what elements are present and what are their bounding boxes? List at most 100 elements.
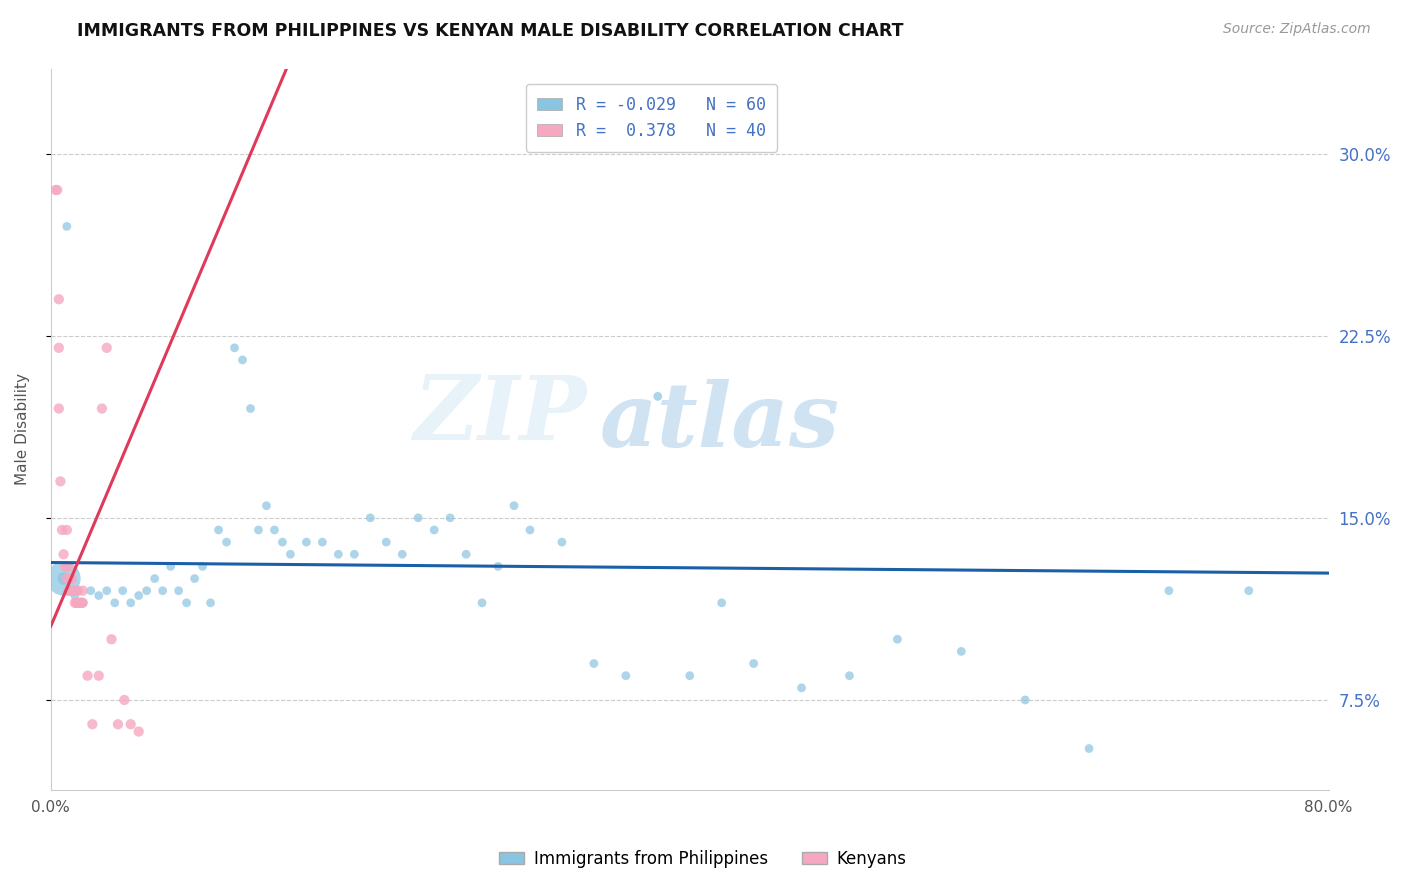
Point: [87, 589, 110, 603]
Point: [135, 583, 157, 598]
Point: [280, 547, 302, 561]
Point: [100, 632, 122, 647]
Point: [406, 511, 429, 525]
Point: [519, 523, 541, 537]
Point: [128, 724, 150, 739]
Point: [60, 583, 83, 598]
Point: [52, 572, 75, 586]
Text: Source: ZipAtlas.com: Source: ZipAtlas.com: [1223, 22, 1371, 37]
Point: [104, 596, 127, 610]
Point: [51, 523, 73, 537]
Point: [200, 596, 222, 610]
Point: [66, 596, 89, 610]
Point: [63, 596, 86, 610]
Point: [582, 657, 605, 671]
Point: [56, 572, 79, 586]
Point: [239, 401, 262, 416]
Point: [311, 535, 333, 549]
Point: [96, 583, 118, 598]
Point: [70, 596, 93, 610]
Point: [72, 596, 94, 610]
Point: [63, 583, 86, 598]
Point: [70, 596, 93, 610]
Point: [59, 572, 82, 586]
Text: ZIP: ZIP: [415, 371, 588, 458]
Point: [1014, 693, 1036, 707]
Point: [80, 583, 103, 598]
Point: [191, 559, 214, 574]
Point: [159, 559, 181, 574]
Point: [231, 353, 253, 368]
Point: [1157, 583, 1180, 598]
Point: [48, 292, 70, 306]
Point: [72, 596, 94, 610]
Point: [247, 523, 270, 537]
Point: [52, 547, 75, 561]
Point: [56, 523, 79, 537]
Point: [224, 341, 246, 355]
Point: [53, 559, 76, 574]
Text: IMMIGRANTS FROM PHILIPPINES VS KENYAN MALE DISABILITY CORRELATION CHART: IMMIGRANTS FROM PHILIPPINES VS KENYAN MA…: [77, 22, 904, 40]
Point: [56, 559, 79, 574]
Point: [56, 219, 79, 234]
Point: [679, 668, 702, 682]
Point: [62, 583, 84, 598]
Point: [128, 589, 150, 603]
Point: [120, 717, 142, 731]
Point: [112, 693, 135, 707]
Point: [551, 535, 574, 549]
Legend: Immigrants from Philippines, Kenyans: Immigrants from Philippines, Kenyans: [492, 844, 914, 875]
Point: [391, 547, 413, 561]
Point: [207, 523, 229, 537]
Point: [72, 583, 94, 598]
Point: [111, 583, 134, 598]
Point: [87, 668, 110, 682]
Point: [790, 681, 813, 695]
Point: [439, 511, 461, 525]
Point: [343, 547, 366, 561]
Point: [183, 572, 205, 586]
Point: [167, 583, 190, 598]
Point: [256, 499, 278, 513]
Point: [456, 547, 478, 561]
Point: [1078, 741, 1101, 756]
Point: [63, 589, 86, 603]
Point: [423, 523, 446, 537]
Point: [45, 183, 67, 197]
Point: [614, 668, 637, 682]
Y-axis label: Male Disability: Male Disability: [15, 373, 30, 485]
Point: [838, 668, 860, 682]
Point: [58, 559, 80, 574]
Point: [647, 389, 669, 403]
Point: [58, 583, 80, 598]
Point: [49, 475, 72, 489]
Point: [143, 572, 166, 586]
Point: [69, 596, 91, 610]
Point: [359, 511, 381, 525]
Point: [120, 596, 142, 610]
Point: [91, 401, 114, 416]
Point: [82, 717, 104, 731]
Point: [65, 583, 87, 598]
Point: [295, 535, 318, 549]
Point: [471, 596, 494, 610]
Point: [66, 583, 89, 598]
Point: [950, 644, 973, 658]
Point: [215, 535, 238, 549]
Point: [271, 535, 294, 549]
Point: [263, 523, 285, 537]
Point: [48, 401, 70, 416]
Point: [46, 183, 69, 197]
Point: [52, 572, 75, 586]
Point: [886, 632, 908, 647]
Point: [76, 668, 98, 682]
Point: [60, 572, 83, 586]
Point: [486, 559, 509, 574]
Point: [96, 341, 118, 355]
Point: [59, 583, 82, 598]
Point: [65, 596, 87, 610]
Point: [176, 596, 198, 610]
Point: [48, 341, 70, 355]
Point: [152, 583, 174, 598]
Point: [375, 535, 398, 549]
